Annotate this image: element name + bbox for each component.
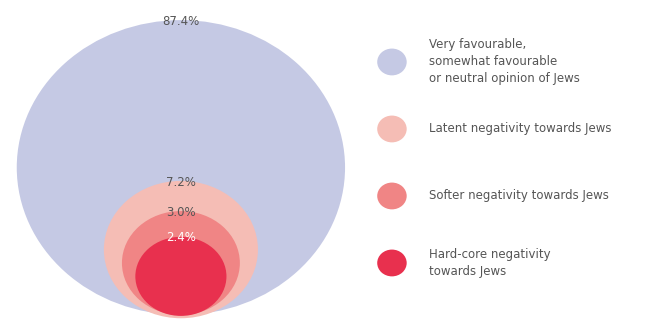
Text: 3.0%: 3.0% (166, 206, 196, 219)
Ellipse shape (122, 211, 240, 315)
Ellipse shape (135, 237, 226, 316)
Ellipse shape (377, 250, 407, 276)
Text: Latent negativity towards Jews: Latent negativity towards Jews (429, 123, 611, 135)
Ellipse shape (377, 49, 407, 75)
Text: Softer negativity towards Jews: Softer negativity towards Jews (429, 190, 608, 202)
Ellipse shape (377, 183, 407, 209)
Ellipse shape (17, 20, 345, 315)
Text: 87.4%: 87.4% (162, 15, 200, 28)
Ellipse shape (377, 116, 407, 142)
Text: Hard-core negativity
towards Jews: Hard-core negativity towards Jews (429, 248, 551, 278)
Ellipse shape (104, 181, 258, 318)
Text: 2.4%: 2.4% (166, 231, 196, 244)
Text: 7.2%: 7.2% (166, 176, 196, 189)
Text: Very favourable,
somewhat favourable
or neutral opinion of Jews: Very favourable, somewhat favourable or … (429, 39, 580, 85)
